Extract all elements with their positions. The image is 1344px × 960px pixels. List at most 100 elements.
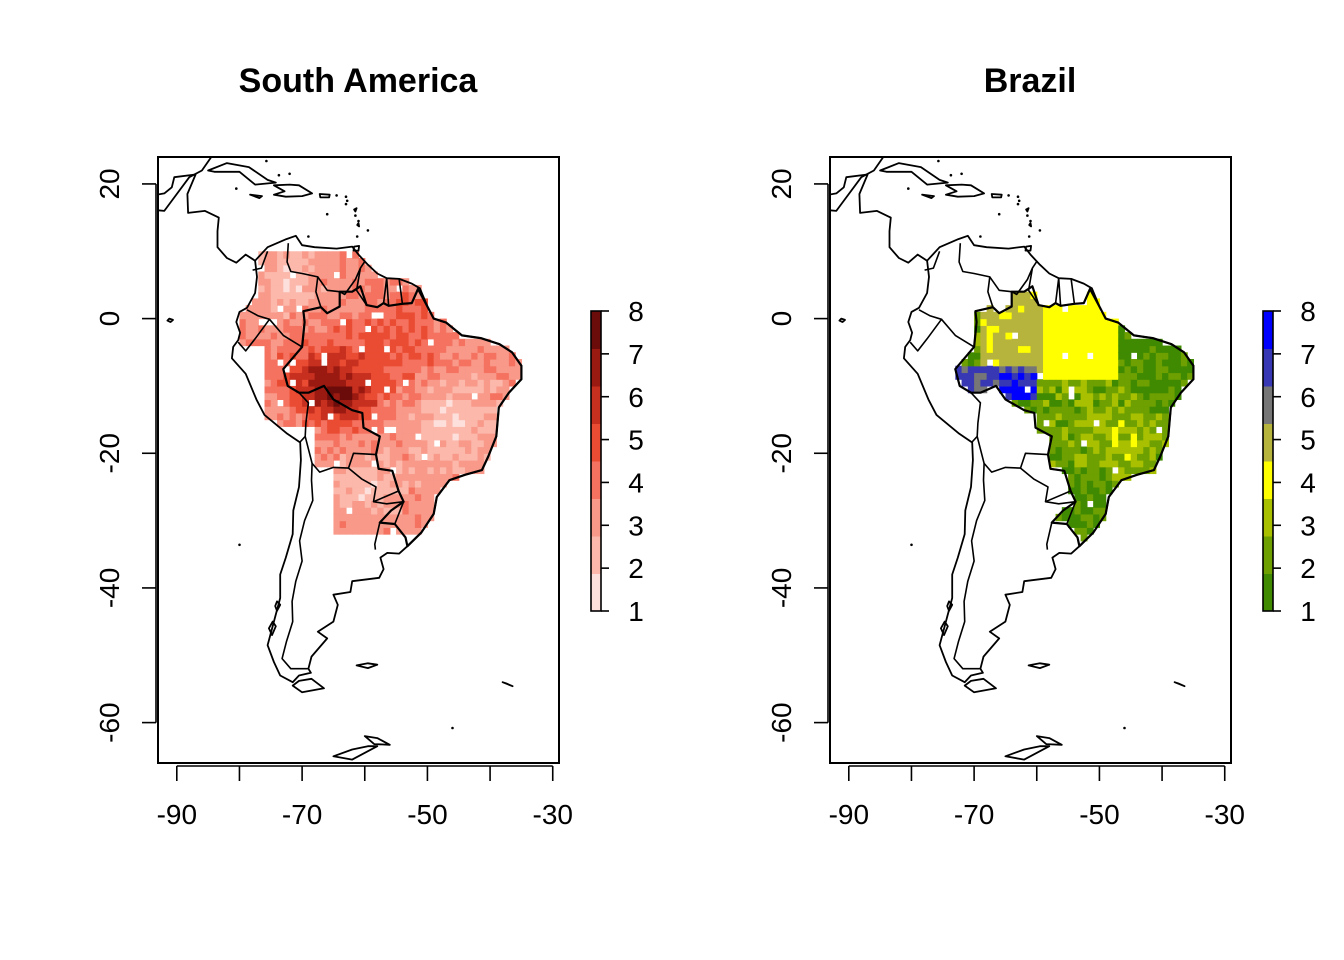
raster-cell — [1061, 446, 1069, 454]
raster-cell — [396, 352, 403, 360]
raster-cell — [490, 359, 497, 367]
raster-cell — [1137, 399, 1144, 407]
raster-cell — [1074, 372, 1082, 380]
raster-cell — [402, 284, 410, 293]
raster-cell — [1030, 406, 1038, 414]
raster-cell — [477, 439, 485, 448]
raster-cell — [1036, 318, 1044, 326]
raster-cell — [264, 379, 272, 387]
raster-cell — [302, 278, 309, 286]
plot-frame — [829, 156, 1232, 764]
raster-cell — [314, 258, 322, 266]
raster-cell — [358, 520, 366, 528]
raster-cell — [345, 486, 353, 495]
raster-cell — [371, 359, 378, 367]
raster-cell — [477, 372, 485, 380]
raster-cell — [421, 433, 429, 441]
raster-cell — [452, 453, 460, 461]
raster-cell — [352, 379, 360, 387]
raster-cell — [327, 284, 335, 293]
raster-cell — [1068, 520, 1075, 528]
raster-cell — [327, 365, 335, 374]
raster-cell — [327, 291, 335, 299]
raster-cell — [414, 486, 422, 495]
raster-cell — [339, 379, 347, 387]
raster-cell — [446, 359, 454, 367]
raster-cell — [452, 365, 460, 374]
raster-cell — [396, 365, 403, 374]
raster-cell — [264, 325, 272, 333]
raster-cell — [408, 493, 416, 501]
raster-cell — [1043, 399, 1050, 407]
raster-cell — [333, 426, 341, 434]
raster-cell — [1068, 305, 1075, 313]
raster-cell — [295, 332, 303, 340]
raster-cell — [414, 399, 422, 407]
raster-cell — [364, 406, 372, 414]
raster-cell — [1011, 399, 1019, 407]
raster-cell — [1155, 446, 1163, 454]
raster-cell — [1055, 359, 1063, 367]
raster-cell — [1055, 439, 1063, 448]
raster-cell — [427, 480, 435, 488]
raster-cell — [358, 446, 366, 454]
raster-cell — [270, 271, 278, 279]
raster-cell — [333, 507, 341, 515]
raster-cell — [502, 365, 510, 374]
raster-cell — [352, 446, 360, 454]
raster-cell — [245, 305, 253, 313]
raster-cell — [1111, 426, 1119, 434]
raster-cell — [1017, 365, 1025, 374]
raster-cell — [339, 291, 347, 299]
small-island — [354, 214, 357, 217]
raster-cell — [289, 325, 297, 333]
raster-cell — [402, 311, 410, 320]
raster-cell — [458, 412, 466, 421]
raster-cell — [414, 385, 422, 394]
raster-cell — [396, 372, 403, 380]
raster-cell — [308, 352, 316, 360]
raster-cell — [980, 385, 988, 394]
raster-cell — [402, 305, 410, 313]
raster-cell — [1137, 338, 1144, 347]
raster-cell — [1030, 359, 1038, 367]
raster-cell — [352, 271, 360, 279]
raster-cell — [364, 453, 372, 461]
raster-cell — [477, 446, 485, 454]
raster-cell — [345, 473, 353, 481]
raster-cell — [277, 412, 284, 421]
raster-cell — [471, 426, 479, 434]
raster-cell — [270, 399, 278, 407]
raster-cell — [452, 399, 460, 407]
raster-cell — [1099, 439, 1107, 448]
raster-cell — [1118, 466, 1126, 475]
raster-cell — [402, 385, 410, 394]
raster-cell — [1118, 338, 1126, 347]
raster-cell — [258, 332, 266, 340]
raster-cell — [1055, 426, 1063, 434]
raster-cell — [327, 258, 335, 266]
raster-cell — [402, 439, 410, 448]
raster-cell — [345, 385, 353, 394]
raster-cell — [396, 446, 403, 454]
raster-cell — [314, 291, 322, 299]
raster-cell — [314, 345, 322, 353]
raster-cell — [277, 318, 284, 326]
raster-cell — [1074, 507, 1082, 515]
raster-cell — [477, 406, 485, 414]
raster-cell — [421, 412, 429, 421]
raster-cell — [289, 399, 297, 407]
raster-cell — [295, 271, 303, 279]
legend-tick-label: 2 — [628, 553, 644, 584]
raster-cell — [471, 352, 479, 360]
raster-cell — [1049, 439, 1057, 448]
raster-cell — [1124, 392, 1132, 400]
raster-cell — [1130, 433, 1138, 441]
raster-cell — [389, 433, 397, 441]
raster-cell — [408, 325, 416, 333]
raster-cell — [433, 486, 441, 495]
legend-swatch — [1263, 536, 1273, 574]
raster-cell — [1080, 352, 1088, 360]
raster-cell — [1036, 406, 1044, 414]
raster-cell — [1055, 453, 1063, 461]
